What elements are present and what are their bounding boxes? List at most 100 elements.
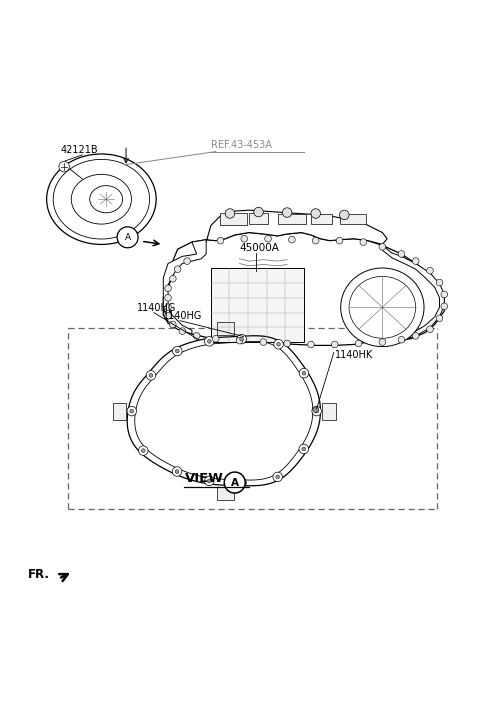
Circle shape [179,328,186,334]
Text: 1140HG: 1140HG [163,310,203,321]
Ellipse shape [341,268,424,347]
Text: A: A [125,233,131,242]
Bar [311,214,332,224]
Ellipse shape [349,276,416,338]
Circle shape [165,285,171,292]
Circle shape [265,236,272,242]
Text: 42121B: 42121B [61,145,99,155]
Circle shape [441,291,447,298]
Circle shape [412,258,419,265]
Circle shape [217,237,224,244]
Circle shape [240,337,243,341]
Circle shape [398,251,405,257]
Circle shape [130,409,134,413]
Text: REF.43-453A: REF.43-453A [211,140,272,150]
Bar [220,214,247,225]
Circle shape [441,303,447,310]
Circle shape [282,208,292,217]
Circle shape [427,326,433,332]
Circle shape [254,207,263,217]
Circle shape [276,475,280,479]
Circle shape [277,342,280,346]
Circle shape [117,227,138,248]
Polygon shape [322,403,336,419]
Circle shape [236,337,243,344]
Circle shape [172,346,182,356]
Circle shape [336,237,343,244]
Circle shape [302,447,306,451]
Circle shape [205,337,214,346]
Circle shape [260,339,267,345]
Circle shape [312,237,319,244]
Circle shape [379,244,386,250]
Circle shape [312,406,321,416]
Circle shape [315,409,319,413]
Text: VIEW: VIEW [185,472,224,485]
Circle shape [149,374,153,377]
Circle shape [212,335,219,342]
Circle shape [273,472,283,482]
Circle shape [240,481,243,485]
Circle shape [284,340,290,347]
Polygon shape [163,240,206,334]
Bar [211,268,304,342]
Circle shape [184,258,191,265]
Circle shape [241,236,248,242]
Text: 1140HK: 1140HK [335,350,373,360]
Circle shape [225,209,235,218]
Polygon shape [382,246,445,341]
Circle shape [412,332,419,340]
Circle shape [237,478,246,488]
Circle shape [174,266,181,273]
Circle shape [274,340,283,349]
Circle shape [59,161,69,172]
Circle shape [170,276,176,282]
Circle shape [146,371,156,380]
Ellipse shape [90,185,123,213]
Circle shape [207,479,211,483]
Text: A: A [231,478,239,488]
Text: 45000A: 45000A [240,243,279,253]
Polygon shape [206,210,387,244]
Circle shape [299,444,308,454]
Circle shape [194,332,200,340]
Circle shape [340,210,349,220]
Polygon shape [163,233,445,345]
Circle shape [207,340,211,343]
Circle shape [165,294,171,301]
Circle shape [360,238,366,246]
Circle shape [299,369,309,378]
Ellipse shape [46,154,156,244]
Circle shape [288,236,295,243]
Circle shape [165,304,171,310]
Ellipse shape [53,159,149,239]
Circle shape [379,339,386,345]
Bar [340,214,365,224]
Circle shape [175,349,179,353]
Text: 1140HG: 1140HG [137,302,176,313]
Circle shape [308,341,314,348]
Circle shape [175,470,179,473]
Circle shape [427,268,433,274]
Circle shape [436,279,443,286]
Bar [249,214,268,224]
Circle shape [355,340,362,347]
Text: FR.: FR. [28,568,50,581]
Circle shape [172,467,182,476]
Circle shape [311,209,320,218]
Circle shape [141,449,145,452]
Circle shape [302,371,306,375]
Polygon shape [217,486,234,500]
Circle shape [170,321,176,328]
Circle shape [224,472,245,493]
Circle shape [313,407,319,412]
Polygon shape [217,322,234,335]
Circle shape [138,446,148,455]
Polygon shape [113,403,126,419]
Ellipse shape [71,174,132,224]
Circle shape [165,313,171,319]
Circle shape [205,476,214,486]
Circle shape [127,406,137,416]
Circle shape [436,315,443,321]
Circle shape [331,341,338,348]
